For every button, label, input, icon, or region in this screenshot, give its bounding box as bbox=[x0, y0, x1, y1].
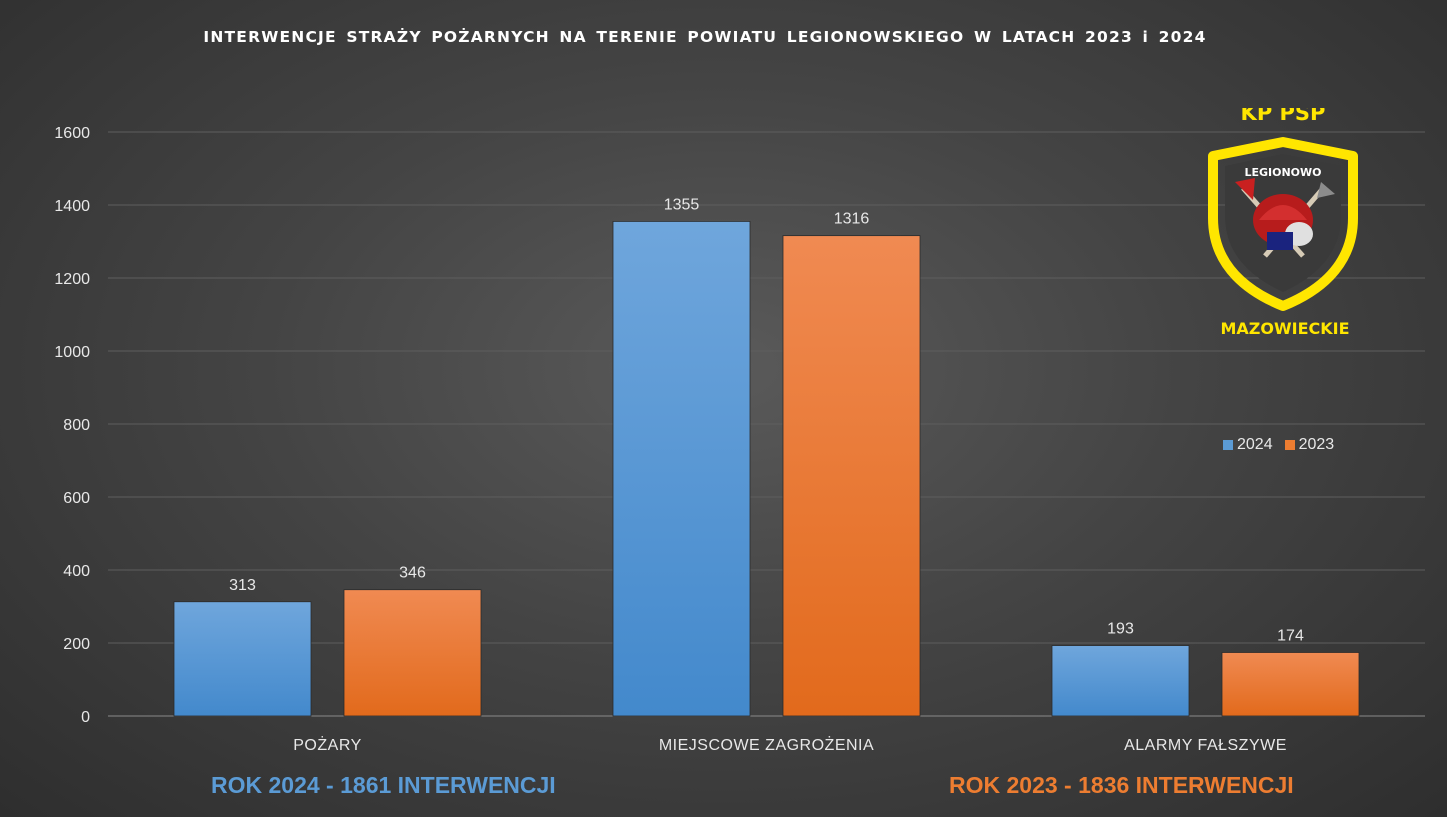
bar-2023-0 bbox=[343, 589, 482, 717]
summary-2023: ROK 2023 - 1836 INTERWENCJI bbox=[949, 772, 1294, 798]
y-tick-label: 400 bbox=[63, 563, 90, 580]
bar-2023-2 bbox=[1221, 652, 1360, 717]
category-label: POŻARY bbox=[293, 735, 362, 754]
data-label: 346 bbox=[399, 565, 426, 582]
y-tick-label: 0 bbox=[81, 709, 90, 726]
logo-top-text: KP PSP bbox=[1241, 108, 1326, 125]
summary-2024: ROK 2024 - 1861 INTERWENCJI bbox=[211, 772, 556, 798]
data-label: 313 bbox=[229, 577, 256, 594]
legend-swatch-2023 bbox=[1284, 440, 1295, 450]
y-tick-label: 1600 bbox=[54, 125, 90, 142]
data-label: 1316 bbox=[834, 211, 870, 228]
legend-label-2024: 2024 bbox=[1237, 436, 1273, 453]
y-tick-label: 200 bbox=[63, 636, 90, 653]
y-tick-label: 1000 bbox=[54, 344, 90, 361]
y-tick-label: 800 bbox=[63, 417, 90, 434]
category-label: ALARMY FAŁSZYWE bbox=[1124, 737, 1287, 754]
legend-item-2024: 2024 bbox=[1223, 436, 1273, 454]
legend-item-2023: 2023 bbox=[1284, 436, 1335, 454]
bar-2023-1 bbox=[782, 235, 921, 717]
helmet-axes-icon bbox=[1235, 178, 1335, 258]
category-label: MIEJSCOWE ZAGROŻENIA bbox=[659, 735, 874, 754]
y-tick-label: 600 bbox=[63, 490, 90, 507]
data-label: 174 bbox=[1277, 627, 1304, 644]
bars bbox=[173, 221, 1360, 717]
logo-bottom-text: MAZOWIECKIE bbox=[1220, 319, 1349, 338]
legend-label-2023: 2023 bbox=[1298, 436, 1335, 453]
bar-2024-1 bbox=[612, 221, 751, 717]
y-tick-label: 1400 bbox=[54, 198, 90, 215]
labels: 0 200 400 600 800 1000 1200 1400 1600 313 346 POŻAR… bbox=[54, 125, 1304, 754]
bar-2024-0 bbox=[173, 601, 312, 717]
y-tick-label: 1200 bbox=[54, 271, 90, 288]
chart-title: INTERWENCJE STRAŻY POŻARNYCH NA TERENIE … bbox=[203, 28, 1207, 46]
legend: 2024 2023 bbox=[1223, 436, 1346, 454]
grid-lines bbox=[108, 131, 1425, 717]
logo-middle-text: LEGIONOWO bbox=[1244, 166, 1321, 179]
data-label: 193 bbox=[1107, 621, 1134, 638]
data-label: 1355 bbox=[664, 196, 700, 213]
kp-psp-logo: KP PSP LEGIONOWO MAZOWIECKIE bbox=[1195, 101, 1375, 343]
legend-swatch-2024 bbox=[1223, 440, 1233, 450]
shield-logo-icon: KP PSP LEGIONOWO MAZOWIECKIE bbox=[1208, 101, 1358, 338]
bar-2024-2 bbox=[1051, 645, 1190, 717]
